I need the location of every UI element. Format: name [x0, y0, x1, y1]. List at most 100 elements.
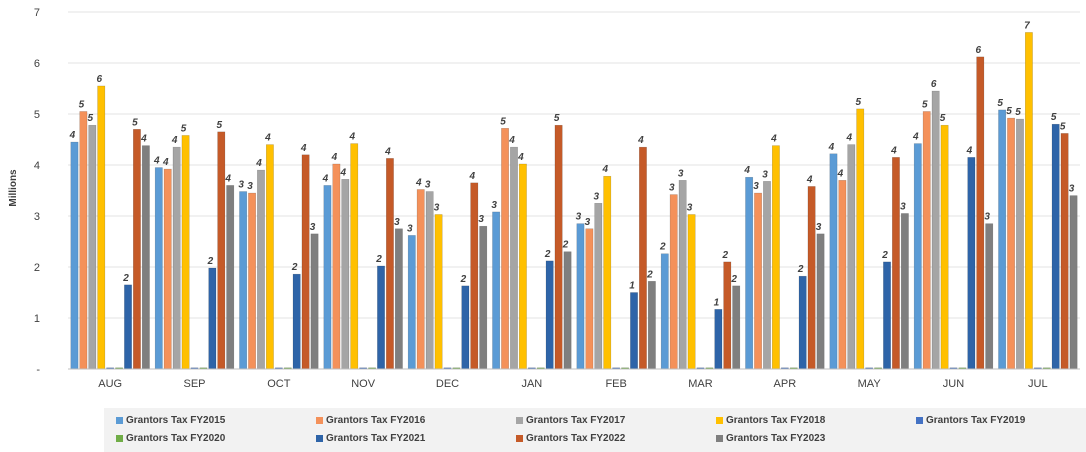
bar — [350, 143, 359, 370]
y-axis-label: Millions — [8, 169, 19, 207]
x-axis: AUG SEP OCT NOV DEC JAN FEB MAR APR MAY JUN JUL — [68, 368, 1080, 390]
bar — [639, 146, 647, 370]
data-label: 3 — [984, 212, 990, 223]
legend-label: Grantors Tax FY2020 — [126, 433, 226, 444]
bar — [257, 169, 265, 370]
legend-swatch — [316, 417, 323, 424]
data-label: 5 — [500, 116, 506, 127]
data-label: 1 — [629, 281, 635, 292]
bar — [630, 292, 638, 370]
data-label: 4 — [468, 171, 475, 182]
bar — [714, 309, 723, 370]
data-label: 4 — [255, 158, 262, 169]
data-label: 3 — [478, 214, 484, 225]
bar — [341, 179, 350, 370]
data-label: 4 — [153, 156, 160, 167]
bar — [292, 273, 301, 370]
data-label: 4 — [828, 142, 835, 153]
bar — [563, 251, 572, 370]
data-label: 2 — [460, 274, 467, 285]
data-label: 4 — [140, 134, 147, 145]
data-label: 4 — [890, 145, 897, 156]
bar — [163, 168, 172, 370]
data-label: 3 — [247, 181, 253, 192]
bar — [479, 225, 488, 370]
data-label: 5 — [922, 99, 928, 110]
data-label: 2 — [721, 250, 728, 261]
bar — [745, 176, 754, 370]
legend-swatch — [516, 417, 523, 424]
bar — [1069, 195, 1078, 370]
data-label: 2 — [291, 262, 298, 273]
y-tick-label: 3 — [34, 211, 40, 223]
data-label: 3 — [594, 191, 600, 202]
data-label: 2 — [122, 273, 129, 284]
data-label: 6 — [96, 74, 102, 85]
bar — [217, 131, 226, 370]
bar — [394, 228, 403, 370]
bar — [492, 211, 501, 370]
data-label: 3 — [425, 180, 431, 191]
bar — [133, 129, 141, 370]
data-label: 4 — [637, 135, 644, 146]
data-label: 5 — [997, 98, 1003, 109]
legend-swatch — [716, 435, 723, 442]
bar — [723, 261, 732, 370]
bar — [647, 281, 656, 370]
legend-label: Grantors Tax FY2018 — [726, 415, 826, 426]
bar — [807, 186, 816, 370]
data-label: 5 — [940, 113, 946, 124]
x-tick-label: FEB — [605, 378, 626, 390]
bar — [407, 235, 416, 370]
data-label: 4 — [224, 173, 231, 184]
bar — [332, 163, 341, 370]
data-label: 4 — [162, 157, 169, 168]
bar — [88, 124, 97, 370]
bar — [967, 157, 976, 370]
bar — [310, 233, 319, 370]
bar — [226, 185, 235, 370]
data-label: 4 — [300, 143, 307, 154]
data-label: 2 — [659, 242, 666, 253]
bar — [732, 285, 741, 370]
legend-item: Grantors Tax FY2022 — [516, 433, 625, 444]
data-label: 6 — [975, 45, 981, 56]
data-label: 5 — [216, 120, 222, 131]
data-label: 2 — [375, 254, 382, 265]
data-label: 4 — [743, 165, 750, 176]
data-label: 1 — [714, 297, 720, 308]
y-tick-label: 5 — [34, 109, 40, 121]
bar — [660, 253, 669, 370]
bar — [248, 192, 256, 370]
legend-swatch — [716, 417, 723, 424]
bar — [265, 144, 274, 370]
y-tick-label: 2 — [34, 262, 40, 274]
bar — [172, 146, 181, 370]
bar — [1016, 118, 1024, 370]
data-label: 3 — [585, 217, 591, 228]
data-label: 4 — [340, 167, 347, 178]
legend-item: Grantors Tax FY2021 — [316, 433, 425, 444]
data-label: 5 — [88, 113, 94, 124]
bar — [545, 260, 554, 370]
x-tick-label: MAR — [688, 378, 713, 390]
x-tick-label: JAN — [521, 378, 542, 390]
data-label: 4 — [508, 135, 515, 146]
legend-item: Grantors Tax FY2016 — [316, 415, 425, 426]
data-label: 4 — [601, 164, 608, 175]
bar — [847, 144, 856, 370]
bar — [470, 182, 479, 370]
data-label: 2 — [544, 249, 551, 260]
bar — [434, 214, 443, 370]
bar — [425, 191, 434, 370]
bar — [594, 203, 603, 370]
x-tick-label: JUL — [1028, 378, 1048, 390]
data-label: 2 — [797, 264, 804, 275]
bar — [239, 191, 248, 370]
data-label: 5 — [855, 97, 861, 108]
data-label: 4 — [69, 130, 76, 141]
y-tick-label: - — [36, 364, 40, 376]
bar — [603, 175, 612, 370]
gridlines — [68, 11, 1080, 319]
x-tick-label: NOV — [351, 378, 376, 390]
